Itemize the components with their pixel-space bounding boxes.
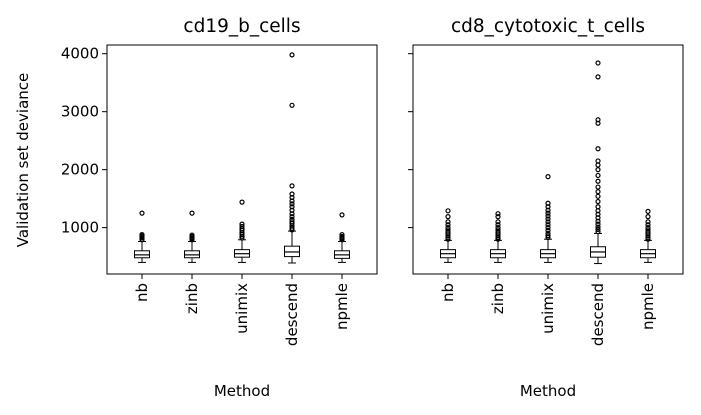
panel-1-npmle-outlier-4 bbox=[339, 231, 345, 238]
xtick-label-npmle: npmle bbox=[639, 283, 657, 330]
panel-1-descend-outlier-15 bbox=[289, 102, 295, 108]
panel-2: cd8_cytotoxic_t_cells nb zinb unimix descen… bbox=[408, 16, 684, 400]
panel-1-nb-outlier-5 bbox=[139, 210, 145, 216]
xtick-label-nb: nb bbox=[439, 283, 457, 302]
panel-1-npmle-outlier-5 bbox=[339, 212, 345, 218]
ytick-label: 2000 bbox=[61, 161, 99, 179]
panel-2-title: cd8_cytotoxic_t_cells bbox=[451, 16, 645, 37]
panel-1-zinb-outlier-4 bbox=[189, 232, 195, 238]
panel-1-descend-outlier-1 bbox=[289, 225, 295, 231]
panel-1-descend-outlier-6 bbox=[289, 214, 295, 220]
panel-1-descend-outlier-4 bbox=[289, 219, 295, 225]
panel-2-zinb-outlier-7 bbox=[495, 222, 501, 228]
panel-2-zinb-outlier-10 bbox=[495, 211, 501, 217]
panel-1-unimix-outlier-7 bbox=[239, 221, 245, 227]
panel-2-unimix-outlier-4 bbox=[545, 225, 551, 231]
ytick-label: 4000 bbox=[61, 45, 99, 63]
y-axis-label: Validation set deviance bbox=[14, 73, 32, 248]
panel-2-descend-outlier-17 bbox=[595, 158, 601, 164]
panel-2-unimix-outlier-13 bbox=[545, 174, 551, 180]
panel-2-x-axis-label: Method bbox=[520, 382, 576, 400]
panel-2-zinb-outlier-5 bbox=[495, 227, 501, 233]
panel-2-nb-outlier-10 bbox=[445, 208, 451, 214]
panel-1-title: cd19_b_cells bbox=[183, 16, 300, 37]
panel-1-descend-outlier-16 bbox=[289, 52, 295, 58]
xtick-label-npmle: npmle bbox=[333, 283, 351, 330]
panel-2-descend-outlier-22 bbox=[595, 60, 601, 66]
panel-2-nb-outlier-8 bbox=[445, 219, 451, 225]
panel-1-unimix-outlier-5 bbox=[239, 226, 245, 232]
panel-2-nb-outlier-7 bbox=[445, 222, 451, 228]
panel-1-zinb-outlier-5 bbox=[189, 210, 195, 216]
panel-1-descend-outlier-13 bbox=[289, 191, 295, 197]
panel-2-nb-outlier-9 bbox=[445, 214, 451, 220]
panel-2-nb-outlier-6 bbox=[445, 225, 451, 231]
panel-1-x-axis-label: Method bbox=[214, 382, 270, 400]
panel-1-descend-outlier-9 bbox=[289, 204, 295, 210]
panel-2-npmle-outlier-7 bbox=[645, 222, 651, 228]
panel-2-zinb-outlier-6 bbox=[495, 225, 501, 231]
panel-1-descend-outlier-5 bbox=[289, 216, 295, 223]
panel-2-zinb-outlier-4 bbox=[495, 229, 501, 235]
panel-2-npmle-outlier-10 bbox=[645, 208, 651, 214]
panel-2-descend-outlier-16 bbox=[595, 162, 601, 168]
panel-2-descend-outlier-0 bbox=[595, 229, 601, 235]
panel-2-descend-outlier-21 bbox=[595, 74, 601, 80]
panel-2-npmle-outlier-9 bbox=[645, 214, 651, 220]
xtick-label-zinb: zinb bbox=[183, 283, 201, 314]
panel-2-unimix-outlier-1 bbox=[545, 233, 551, 239]
panel-2-unimix-outlier-12 bbox=[545, 200, 551, 206]
panel-2-unimix-outlier-3 bbox=[545, 227, 551, 234]
panel-2-descend-outlier-3 bbox=[595, 221, 601, 227]
panel-2-npmle-outlier-6 bbox=[645, 225, 651, 231]
panel-2-descend-outlier-11 bbox=[595, 189, 601, 195]
xtick-label-zinb: zinb bbox=[489, 283, 507, 314]
xtick-label-descend: descend bbox=[589, 283, 607, 346]
panel-2-descend-outlier-14 bbox=[595, 172, 601, 179]
panel-2-unimix-outlier-2 bbox=[545, 230, 551, 237]
panel-2-descend-outlier-1 bbox=[595, 226, 601, 232]
panel-2-unimix-outlier-7 bbox=[545, 216, 551, 222]
ytick-label: 3000 bbox=[61, 103, 99, 121]
panel-2-nb-outlier-4 bbox=[445, 229, 451, 235]
panel-2-descend-outlier-20 bbox=[595, 117, 601, 123]
panel-1-unimix-outlier-8 bbox=[239, 199, 245, 205]
panel-2-unimix-outlier-8 bbox=[545, 213, 551, 219]
xtick-label-unimix: unimix bbox=[233, 283, 251, 334]
panel-2-zinb-outlier-8 bbox=[495, 219, 501, 225]
xtick-label-unimix: unimix bbox=[539, 283, 557, 334]
panel-2-descend-outlier-18 bbox=[595, 146, 601, 152]
ytick-label: 1000 bbox=[61, 219, 99, 237]
panel-1-nb-outlier-4 bbox=[139, 231, 145, 238]
panel-2-npmle-outlier-8 bbox=[645, 219, 651, 225]
panel-1-unimix-outlier-6 bbox=[239, 223, 245, 230]
xtick-label-nb: nb bbox=[133, 283, 151, 302]
panel-2-descend-outlier-9 bbox=[595, 198, 601, 205]
panel-2-npmle-outlier-4 bbox=[645, 229, 651, 235]
panel-2-unimix-outlier-6 bbox=[545, 219, 551, 225]
panel-2-zinb-outlier-9 bbox=[495, 214, 501, 220]
panel-1-npmle-outlier-3 bbox=[339, 233, 345, 239]
panel-2-descend-outlier-10 bbox=[595, 193, 601, 199]
panel-2-descend-outlier-8 bbox=[595, 204, 601, 210]
xtick-label-descend: descend bbox=[283, 283, 301, 346]
panel-2-npmle-outlier-5 bbox=[645, 227, 651, 233]
panel-2-descend-outlier-2 bbox=[595, 224, 601, 230]
panel-2-unimix-outlier-5 bbox=[545, 222, 551, 228]
panel-1: cd19_b_cells 1000 2000 3000 4000 nb zinb unimi… bbox=[61, 16, 378, 400]
panel-1-descend-outlier-14 bbox=[289, 183, 295, 189]
panel-2-descend-outlier-12 bbox=[595, 184, 601, 190]
panel-2-descend-outlier-15 bbox=[595, 167, 601, 173]
panel-1-descend-outlier-10 bbox=[289, 201, 295, 207]
panel-2-nb-outlier-5 bbox=[445, 227, 451, 233]
panel-2-descend-outlier-13 bbox=[595, 178, 601, 184]
panel-2-unimix-outlier-9 bbox=[545, 210, 551, 216]
